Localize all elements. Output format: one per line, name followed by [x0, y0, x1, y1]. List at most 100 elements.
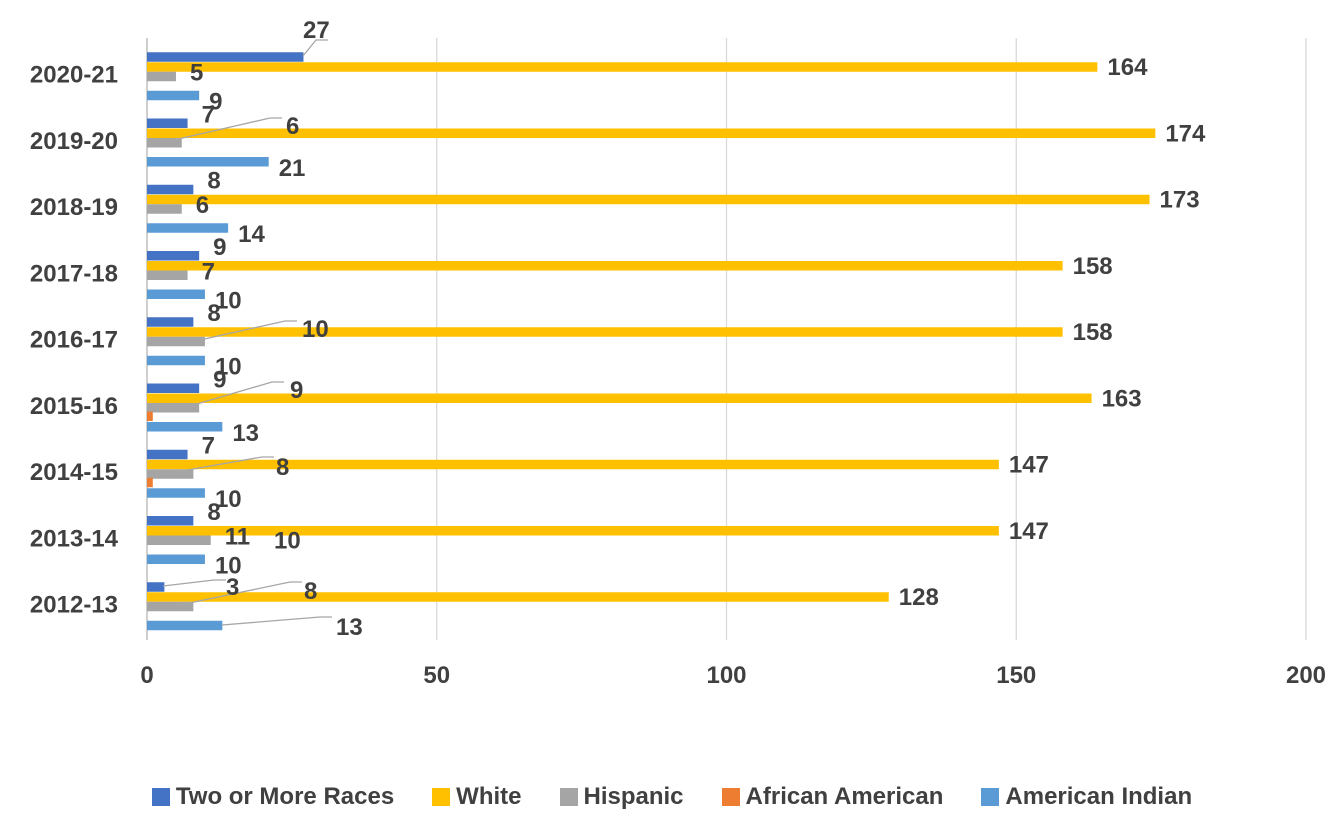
legend-item: African American — [721, 783, 943, 811]
bar-hispanic — [147, 403, 200, 413]
data-label: 11 — [225, 523, 250, 550]
legend-swatch — [432, 788, 451, 806]
bar-american-indian — [147, 223, 229, 233]
bars — [147, 52, 1156, 631]
data-label: 6 — [196, 192, 209, 219]
bar-african-american — [147, 411, 153, 421]
leader-line — [302, 39, 328, 57]
bar-two-or-more-races — [147, 317, 194, 327]
data-label: 10 — [215, 486, 242, 513]
data-label: 158 — [1073, 319, 1113, 346]
data-label: 7 — [202, 101, 215, 128]
bar-hispanic — [147, 138, 182, 148]
data-label: 147 — [1009, 518, 1049, 545]
bar-white — [147, 592, 889, 602]
leader-lines — [162, 39, 332, 626]
bar-white — [147, 194, 1150, 205]
legend-swatch — [559, 788, 578, 806]
leader-line — [162, 579, 226, 587]
bar-two-or-more-races — [147, 251, 200, 261]
bar-american-indian — [147, 157, 269, 167]
x-tick-label: 0 — [140, 662, 153, 689]
data-label: 10 — [274, 527, 301, 554]
legend-swatch — [721, 788, 740, 806]
bar-american-indian — [147, 488, 205, 498]
category-label: 2013-14 — [30, 525, 119, 552]
bar-two-or-more-races — [147, 582, 165, 592]
bar-white — [147, 327, 1063, 337]
data-label: 10 — [302, 316, 329, 343]
bar-african-american — [147, 477, 153, 488]
data-label: 164 — [1107, 54, 1148, 81]
data-label: 8 — [207, 300, 220, 327]
category-label: 2014-15 — [30, 459, 118, 486]
category-label: 2012-13 — [30, 592, 118, 619]
data-label: 10 — [215, 287, 242, 314]
legend-item: Hispanic — [559, 783, 684, 811]
data-label: 9 — [213, 366, 226, 393]
data-label: 6 — [286, 113, 299, 140]
bar-hispanic — [147, 204, 182, 214]
bar-two-or-more-races — [147, 383, 200, 393]
data-label: 10 — [215, 552, 242, 579]
bar-two-or-more-races — [147, 184, 194, 195]
data-label: 10 — [215, 354, 242, 381]
bar-two-or-more-races — [147, 449, 188, 460]
leader-line — [164, 117, 282, 143]
bar-white — [147, 128, 1156, 138]
bar-hispanic — [147, 535, 211, 545]
bar-two-or-more-races — [147, 52, 304, 62]
bar-hispanic — [147, 336, 205, 347]
data-label: 128 — [899, 584, 939, 611]
bar-hispanic — [147, 71, 176, 82]
data-label: 14 — [238, 221, 265, 248]
leader-line — [189, 381, 284, 407]
bar-chart: 2716459717462181736149158710815810109163… — [30, 17, 1326, 689]
data-label: 8 — [276, 454, 289, 481]
legend-item: White — [432, 783, 522, 811]
data-label: 9 — [290, 377, 303, 404]
category-label: 2017-18 — [30, 260, 118, 287]
bar-hispanic — [147, 270, 188, 280]
data-label: 5 — [190, 60, 203, 87]
x-tick-label: 150 — [996, 662, 1036, 689]
data-label: 27 — [303, 17, 330, 44]
legend-swatch — [151, 788, 170, 806]
x-tick-label: 50 — [423, 662, 450, 689]
bar-american-indian — [147, 289, 205, 299]
legend-label: White — [456, 783, 522, 810]
legend-swatch — [981, 788, 1000, 806]
category-label: 2018-19 — [30, 194, 118, 221]
x-tick-label: 100 — [706, 662, 746, 689]
bar-american-indian — [147, 554, 205, 564]
data-label: 163 — [1102, 385, 1142, 412]
data-label: 13 — [336, 614, 363, 641]
data-label: 8 — [304, 578, 317, 605]
leader-line — [175, 456, 274, 473]
bar-two-or-more-races — [147, 516, 194, 526]
leader-line — [199, 320, 297, 341]
x-tick-label: 200 — [1286, 662, 1326, 689]
bar-white — [147, 261, 1063, 271]
leader-line — [221, 616, 332, 626]
bar-american-indian — [147, 422, 223, 432]
bar-american-indian — [147, 620, 223, 631]
legend-label: American Indian — [1005, 783, 1193, 810]
bar-hispanic — [147, 469, 194, 479]
bar-white — [147, 62, 1098, 72]
data-label: 9 — [209, 89, 222, 116]
bar-white — [147, 459, 999, 470]
bar-hispanic — [147, 601, 194, 612]
data-label: 8 — [207, 499, 220, 526]
legend-item: Two or More Races — [151, 783, 394, 811]
gridlines — [436, 38, 1307, 640]
x-tick-labels: 0 50 100 150 200 — [140, 662, 1326, 689]
data-label: 13 — [232, 420, 259, 447]
leader-line — [174, 581, 302, 607]
data-label: 3 — [226, 574, 239, 601]
category-label: 2020-21 — [30, 62, 118, 89]
data-label: 173 — [1160, 187, 1200, 214]
data-label: 7 — [202, 433, 215, 460]
bar-two-or-more-races — [147, 118, 188, 128]
legend-label: Hispanic — [583, 783, 684, 810]
